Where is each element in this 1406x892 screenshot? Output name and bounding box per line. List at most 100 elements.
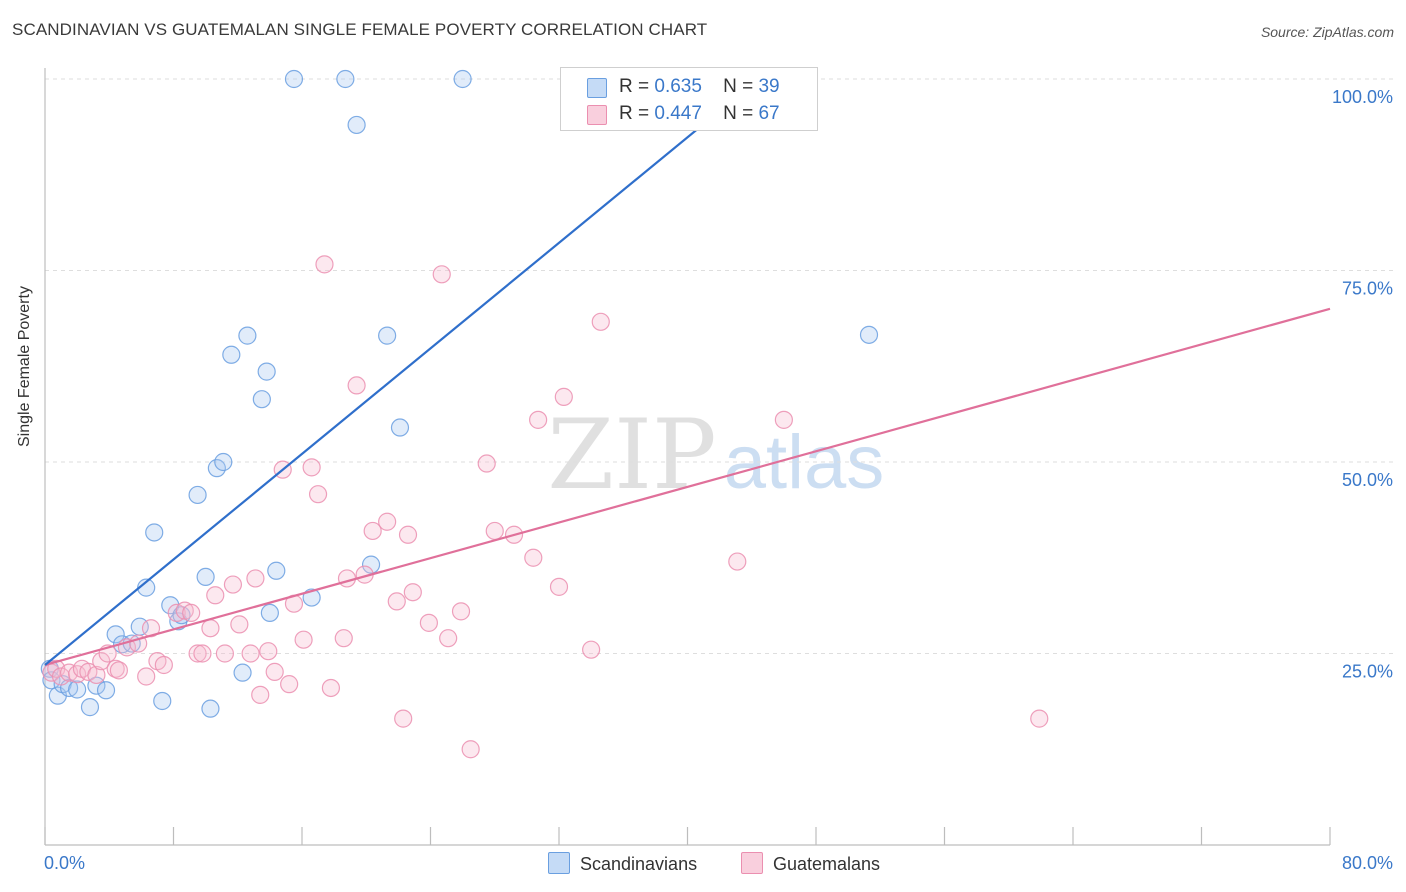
- data-point: [206, 586, 225, 605]
- data-point: [80, 698, 100, 717]
- data-point: [188, 485, 207, 505]
- data-point: [363, 521, 382, 541]
- legend-r-value: 0.447: [654, 103, 702, 124]
- data-point: [68, 680, 87, 699]
- data-point: [145, 523, 164, 542]
- legend-swatch-pink: [587, 105, 607, 125]
- legend-r-value: 0.635: [654, 76, 702, 97]
- data-point: [337, 569, 357, 588]
- data-point: [582, 640, 601, 659]
- data-point: [109, 661, 128, 680]
- bottom-legend-label: Guatemalans: [773, 854, 881, 874]
- data-point: [378, 512, 397, 531]
- data-point: [251, 685, 270, 704]
- data-point: [859, 325, 879, 344]
- tick-labels: 25.0% 50.0% 75.0% 100.0% 0.0% 80.0%: [44, 87, 1393, 873]
- data-point: [193, 644, 212, 663]
- bottom-legend-label: Scandinavians: [580, 854, 698, 874]
- data-point: [347, 115, 366, 135]
- trend-lines: [44, 70, 1331, 667]
- watermark-atlas: atlas: [724, 420, 885, 505]
- data-point: [222, 345, 241, 364]
- data-point: [398, 525, 418, 544]
- data-point: [267, 561, 286, 580]
- watermark-zip: ZIP: [547, 399, 716, 511]
- data-point: [302, 458, 321, 477]
- data-point: [68, 665, 87, 684]
- chart-source: Source: ZipAtlas.com: [1260, 24, 1394, 40]
- data-point: [223, 575, 243, 594]
- data-point: [477, 454, 496, 473]
- data-point: [453, 69, 472, 89]
- data-point: [774, 410, 793, 429]
- data-point: [554, 387, 573, 406]
- data-point: [728, 552, 747, 571]
- data-point: [215, 644, 234, 663]
- data-point: [201, 699, 220, 718]
- legend-swatch-blue: [587, 78, 607, 98]
- y-tick-label: 25.0%: [1342, 662, 1393, 682]
- data-point: [394, 709, 413, 728]
- axes: [44, 68, 1331, 846]
- data-point: [259, 642, 278, 661]
- data-point: [461, 740, 480, 759]
- data-point: [265, 662, 284, 681]
- chart-title: SCANDINAVIAN VS GUATEMALAN SINGLE FEMALE…: [12, 20, 708, 39]
- data-point: [96, 681, 116, 700]
- data-point: [294, 630, 313, 649]
- data-point: [87, 676, 106, 695]
- scandinavian-trend-line: [44, 70, 769, 666]
- data-point: [153, 691, 172, 711]
- y-tick-label: 75.0%: [1342, 279, 1393, 299]
- data-point: [241, 644, 260, 663]
- data-point: [419, 613, 438, 632]
- data-point: [1030, 709, 1049, 728]
- y-axis-label: Single Female Poverty: [16, 286, 33, 447]
- data-point: [106, 625, 125, 644]
- data-point: [154, 655, 173, 675]
- data-point: [252, 390, 271, 409]
- bottom-legend-swatch-pink: [741, 852, 763, 874]
- data-point: [361, 555, 381, 574]
- data-point: [347, 376, 366, 395]
- data-point: [188, 644, 207, 663]
- data-point: [214, 452, 233, 472]
- data-point: [315, 255, 334, 274]
- data-point: [238, 326, 257, 345]
- data-point: [260, 603, 279, 623]
- data-point: [451, 602, 471, 621]
- bottom-legend-guatemalans: Guatemalans: [741, 852, 880, 875]
- data-point: [233, 663, 252, 682]
- data-point: [230, 615, 249, 634]
- data-point: [403, 583, 422, 602]
- data-point: [591, 312, 610, 331]
- correlation-legend: R = 0.635 N = 39 R = 0.447 N = 67: [560, 67, 818, 131]
- data-point: [257, 362, 276, 381]
- x-tick-label-max: 80.0%: [1342, 853, 1393, 873]
- data-point: [529, 410, 548, 429]
- guatemalan-trend-line: [44, 307, 1331, 667]
- legend-n-value: 39: [758, 76, 780, 97]
- legend-n-label: N =: [723, 103, 754, 124]
- data-point: [284, 69, 304, 89]
- data-point: [87, 665, 106, 685]
- legend-n-label: N =: [723, 76, 754, 97]
- bottom-legend-swatch-blue: [548, 852, 570, 874]
- legend-r-label: R =: [619, 103, 650, 124]
- data-point: [334, 629, 353, 648]
- y-tick-label: 50.0%: [1342, 470, 1393, 490]
- data-point: [485, 521, 504, 541]
- data-point: [549, 577, 569, 596]
- x-tick-label-min: 0.0%: [44, 853, 85, 873]
- data-point: [432, 265, 451, 284]
- data-point: [387, 592, 406, 611]
- y-tick-label: 100.0%: [1332, 87, 1393, 107]
- legend-r-label: R =: [619, 76, 650, 97]
- legend-n-value: 67: [758, 103, 780, 124]
- data-point: [182, 603, 201, 623]
- data-point: [321, 678, 341, 698]
- data-point: [280, 675, 299, 694]
- bottom-legend-scandinavians: Scandinavians: [548, 852, 697, 875]
- data-point: [246, 569, 265, 588]
